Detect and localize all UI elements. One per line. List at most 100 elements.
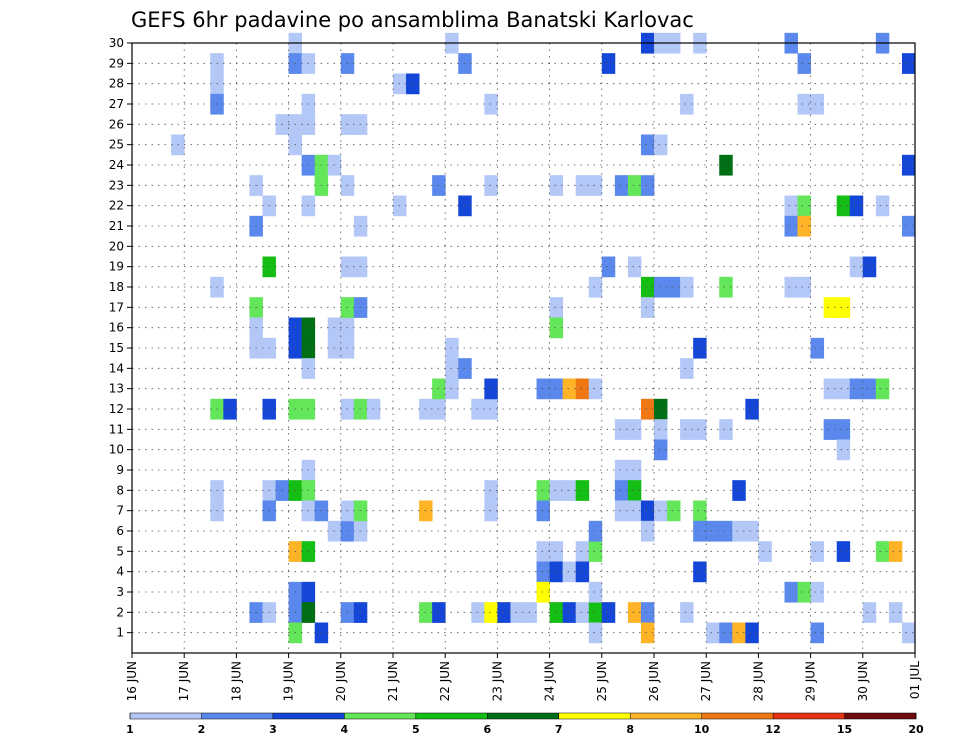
data-cell (640, 175, 655, 196)
y-tick-label: 15 (109, 341, 124, 355)
colorbar-swatch (558, 713, 631, 719)
data-cell (640, 520, 655, 542)
x-tick-label: 17 JUN (177, 661, 191, 701)
data-cell (823, 378, 838, 400)
data-cell (588, 520, 603, 542)
data-cell (549, 480, 564, 501)
colorbar-label: 4 (341, 723, 349, 736)
data-cell (627, 256, 642, 278)
data-cell (614, 175, 629, 196)
data-cell (719, 622, 733, 644)
data-cell (680, 358, 694, 379)
data-cell (588, 378, 603, 400)
x-tick-label: 19 JUN (282, 661, 296, 701)
data-cell (575, 175, 590, 196)
data-cell (862, 256, 877, 278)
y-tick-label: 9 (116, 463, 124, 477)
data-cell (823, 297, 838, 318)
x-axis: 16 JUN 17 JUN 18 JUN 19 JUN 20 JUN 21 JUN 22 J… (125, 653, 922, 701)
y-tick-label: 2 (116, 605, 124, 619)
data-cell (588, 541, 603, 562)
data-cell (614, 500, 629, 522)
data-cell (627, 480, 642, 501)
colorbar-label: 10 (694, 723, 710, 736)
colorbar-label: 6 (483, 723, 491, 736)
data-cell (810, 581, 825, 603)
data-cell (810, 93, 825, 115)
data-cell (784, 581, 798, 603)
y-tick-label: 14 (109, 361, 124, 375)
data-cell (484, 93, 498, 115)
y-tick-label: 22 (109, 199, 124, 213)
data-cell (706, 520, 720, 542)
colorbar-swatch (201, 713, 274, 719)
data-cell (732, 520, 746, 542)
data-cell (667, 276, 681, 298)
data-cell (901, 154, 916, 176)
data-cell (784, 276, 798, 298)
data-cell (875, 195, 890, 217)
colorbar-swatch (415, 713, 488, 719)
x-tick-label: 20 JUN (334, 661, 348, 701)
data-cell (654, 439, 668, 461)
data-cell (654, 276, 668, 298)
y-tick-label: 8 (116, 483, 124, 497)
data-cell (693, 561, 707, 583)
data-cell (640, 602, 655, 623)
data-cell (588, 622, 603, 644)
data-cell (654, 398, 668, 420)
data-cell (784, 195, 798, 217)
data-cell (640, 398, 655, 420)
data-cell (810, 337, 825, 359)
data-cell (888, 541, 903, 562)
data-cell (797, 276, 811, 298)
data-cell (667, 500, 681, 522)
colorbar-label: 5 (412, 723, 420, 736)
data-cell (601, 602, 616, 623)
data-cell (901, 53, 916, 74)
x-tick-label: 21 JUN (386, 661, 400, 701)
data-cell (732, 622, 746, 644)
data-cell (575, 378, 590, 400)
data-cell (680, 93, 694, 115)
data-cell (627, 500, 642, 522)
data-cell (549, 175, 564, 196)
colorbar-label: 12 (765, 723, 780, 736)
x-tick-label: 28 JUN (751, 661, 765, 701)
data-cell (536, 541, 550, 562)
y-tick-label: 16 (109, 321, 124, 335)
data-cell (693, 520, 707, 542)
x-tick-label: 27 JUN (699, 661, 713, 701)
data-cell (849, 256, 864, 278)
x-tick-label: 01 JUL (908, 661, 922, 699)
data-cell (536, 561, 550, 583)
data-cell (549, 602, 564, 623)
y-tick-label: 7 (116, 504, 124, 518)
y-tick-label: 27 (109, 97, 124, 111)
data-cell (510, 602, 524, 623)
data-cell (536, 581, 550, 603)
x-tick-label: 24 JUN (543, 661, 557, 701)
data-cell (614, 480, 629, 501)
data-cell (823, 419, 838, 440)
x-tick-label: 22 JUN (438, 661, 452, 701)
chart-title: GEFS 6hr padavine po ansamblima Banatski… (131, 8, 694, 32)
y-tick-label: 26 (109, 117, 124, 131)
data-cell (640, 134, 655, 156)
x-tick-label: 23 JUN (490, 661, 504, 701)
data-cell (836, 378, 851, 400)
y-tick-label: 19 (109, 260, 124, 274)
y-tick-label: 25 (109, 138, 124, 152)
data-cell (797, 581, 811, 603)
data-cell (575, 541, 590, 562)
data-cell (640, 297, 655, 318)
data-cell (810, 541, 825, 562)
y-tick-label: 3 (116, 585, 124, 599)
data-cell (654, 500, 668, 522)
data-cell (797, 93, 811, 115)
data-cell (562, 602, 577, 623)
data-cell (549, 297, 564, 318)
colorbar-label: 7 (555, 723, 563, 736)
y-axis: 1234567891011121314151617181920212223242… (109, 36, 132, 640)
data-cell (875, 541, 890, 562)
